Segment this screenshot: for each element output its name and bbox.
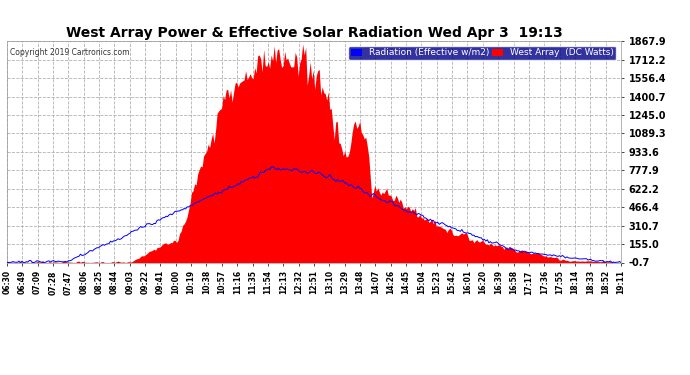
Legend: Radiation (Effective w/m2), West Array  (DC Watts): Radiation (Effective w/m2), West Array (… xyxy=(348,46,616,60)
Title: West Array Power & Effective Solar Radiation Wed Apr 3  19:13: West Array Power & Effective Solar Radia… xyxy=(66,26,562,40)
Text: Copyright 2019 Cartronics.com: Copyright 2019 Cartronics.com xyxy=(10,48,130,57)
